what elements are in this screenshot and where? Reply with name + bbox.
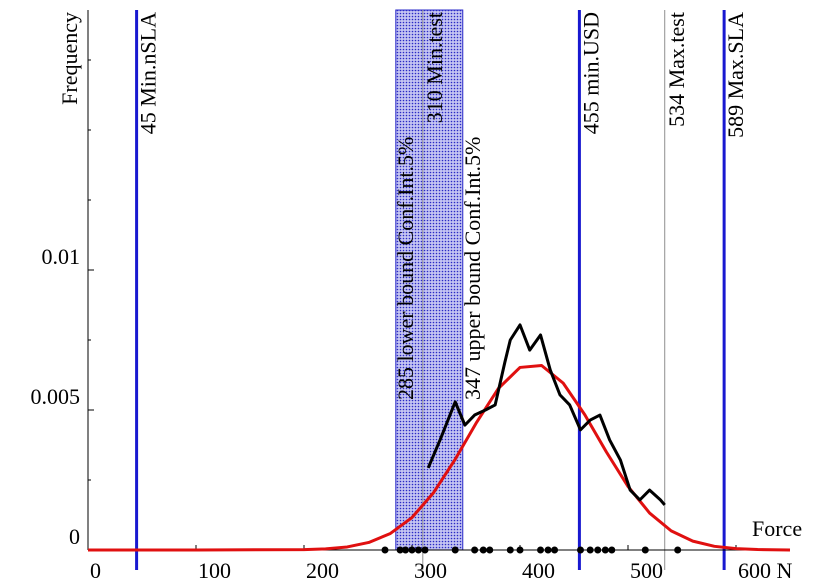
sample-point <box>506 546 514 554</box>
sample-point <box>641 546 649 554</box>
sample-point <box>381 546 389 554</box>
y-tick-label: 0 <box>69 524 80 549</box>
x-tick-label: 200 <box>306 558 339 583</box>
sample-point <box>551 546 559 554</box>
sample-point <box>576 546 584 554</box>
series-line <box>88 363 791 552</box>
sample-point <box>479 546 487 554</box>
sample-point <box>396 546 404 554</box>
y-axis-label: Frequency <box>57 12 82 105</box>
sample-point <box>471 546 479 554</box>
sample-point <box>408 546 416 554</box>
marker-label: 45 Min.nSLA <box>136 12 161 134</box>
sample-point <box>544 546 552 554</box>
x-tick-label: 300 <box>414 558 447 583</box>
x-tick-label: 600 N <box>738 558 793 583</box>
marker-label: 534 Max.test <box>664 12 689 127</box>
sample-point <box>674 546 682 554</box>
x-tick-label: 100 <box>198 558 231 583</box>
sample-point <box>516 546 524 554</box>
x-tick-label: 0 <box>90 558 101 583</box>
series-line <box>426 323 666 506</box>
band-label: 285 lower bound Conf.Int.5% <box>393 137 418 400</box>
sample-point <box>451 546 459 554</box>
sample-point <box>608 546 616 554</box>
sample-point <box>601 546 609 554</box>
band-label: 347 upper bound Conf.Int.5% <box>460 137 485 400</box>
sample-point <box>402 546 410 554</box>
marker-label: 589 Max.SLA <box>723 12 748 138</box>
marker-label: 455 min.USD <box>578 12 603 134</box>
sample-point <box>537 546 545 554</box>
sample-point <box>486 546 494 554</box>
sample-point <box>586 546 594 554</box>
x-tick-label: 500 <box>630 558 663 583</box>
x-axis-label: Force <box>752 516 802 541</box>
sample-point <box>594 546 602 554</box>
confidence-band <box>395 9 464 551</box>
sample-point <box>421 546 429 554</box>
marker-label: 310 Min.test <box>422 12 447 123</box>
x-tick-label: 400 <box>522 558 555 583</box>
y-tick-label: 0.01 <box>42 244 81 269</box>
y-tick-label: 0.005 <box>31 384 81 409</box>
sample-point <box>414 546 422 554</box>
